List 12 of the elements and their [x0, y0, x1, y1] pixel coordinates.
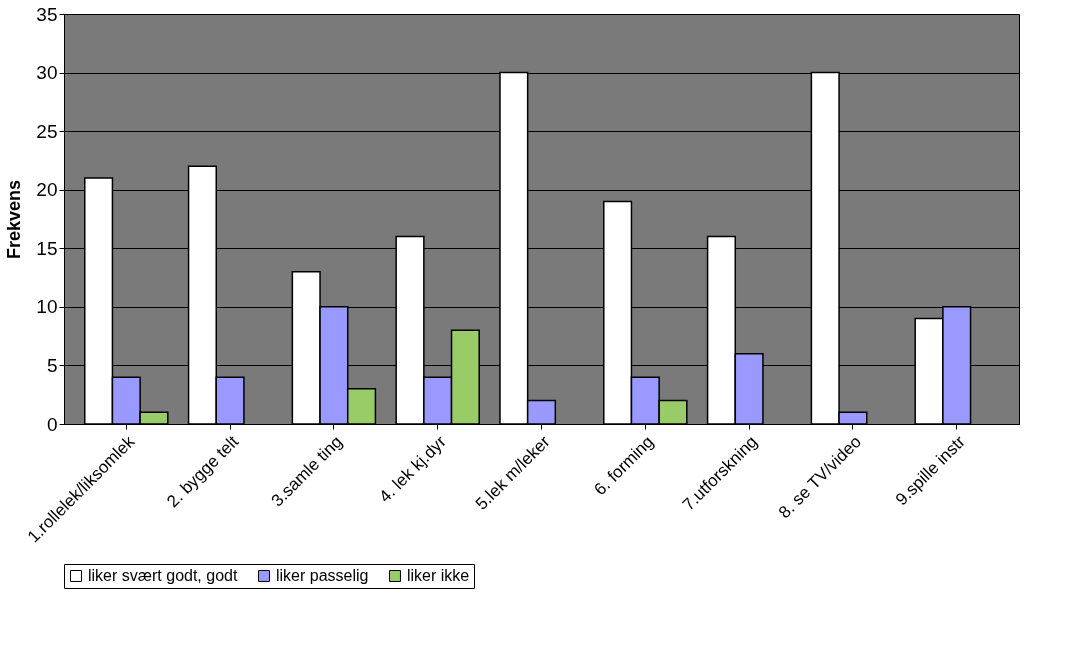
legend-label: liker passelig	[276, 567, 369, 584]
legend-label: liker ikke	[407, 567, 470, 584]
y-tick-label: 15	[36, 237, 58, 259]
y-tick-label: 5	[46, 354, 58, 376]
y-tick-label: 25	[36, 120, 58, 142]
legend-label: liker svært godt, godt	[88, 567, 238, 584]
y-tick-label: 0	[46, 413, 58, 435]
y-tick-label: 20	[36, 179, 58, 201]
y-tick-label: 35	[36, 3, 58, 25]
y-axis-title: Frekvens	[4, 179, 25, 260]
y-tick-label: 30	[36, 62, 58, 84]
y-tick-label: 10	[36, 296, 58, 318]
